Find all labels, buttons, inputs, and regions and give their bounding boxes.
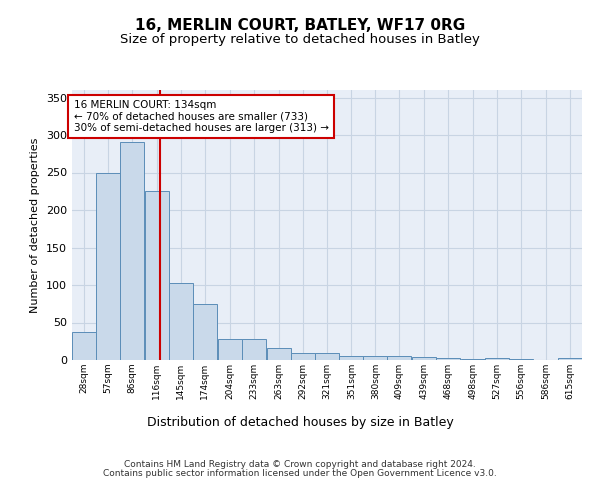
- Bar: [485, 358, 509, 360]
- Text: 16 MERLIN COURT: 134sqm
← 70% of detached houses are smaller (733)
30% of semi-d: 16 MERLIN COURT: 134sqm ← 70% of detache…: [74, 100, 329, 133]
- Y-axis label: Number of detached properties: Number of detached properties: [31, 138, 40, 312]
- Bar: [96, 172, 120, 360]
- Bar: [145, 191, 169, 360]
- Bar: [436, 358, 460, 360]
- Text: Contains HM Land Registry data © Crown copyright and database right 2024.: Contains HM Land Registry data © Crown c…: [124, 460, 476, 469]
- Bar: [266, 348, 290, 360]
- Bar: [388, 356, 412, 360]
- Bar: [364, 356, 388, 360]
- Bar: [120, 142, 144, 360]
- Bar: [169, 283, 193, 360]
- Bar: [340, 356, 364, 360]
- Bar: [218, 339, 242, 360]
- Bar: [558, 358, 582, 360]
- Text: Contains public sector information licensed under the Open Government Licence v3: Contains public sector information licen…: [103, 470, 497, 478]
- Bar: [193, 304, 217, 360]
- Bar: [509, 359, 533, 360]
- Bar: [290, 353, 314, 360]
- Bar: [412, 357, 436, 360]
- Bar: [461, 358, 485, 360]
- Text: Distribution of detached houses by size in Batley: Distribution of detached houses by size …: [146, 416, 454, 429]
- Bar: [72, 332, 96, 360]
- Bar: [314, 352, 338, 360]
- Bar: [242, 339, 266, 360]
- Text: Size of property relative to detached houses in Batley: Size of property relative to detached ho…: [120, 32, 480, 46]
- Text: 16, MERLIN COURT, BATLEY, WF17 0RG: 16, MERLIN COURT, BATLEY, WF17 0RG: [135, 18, 465, 32]
